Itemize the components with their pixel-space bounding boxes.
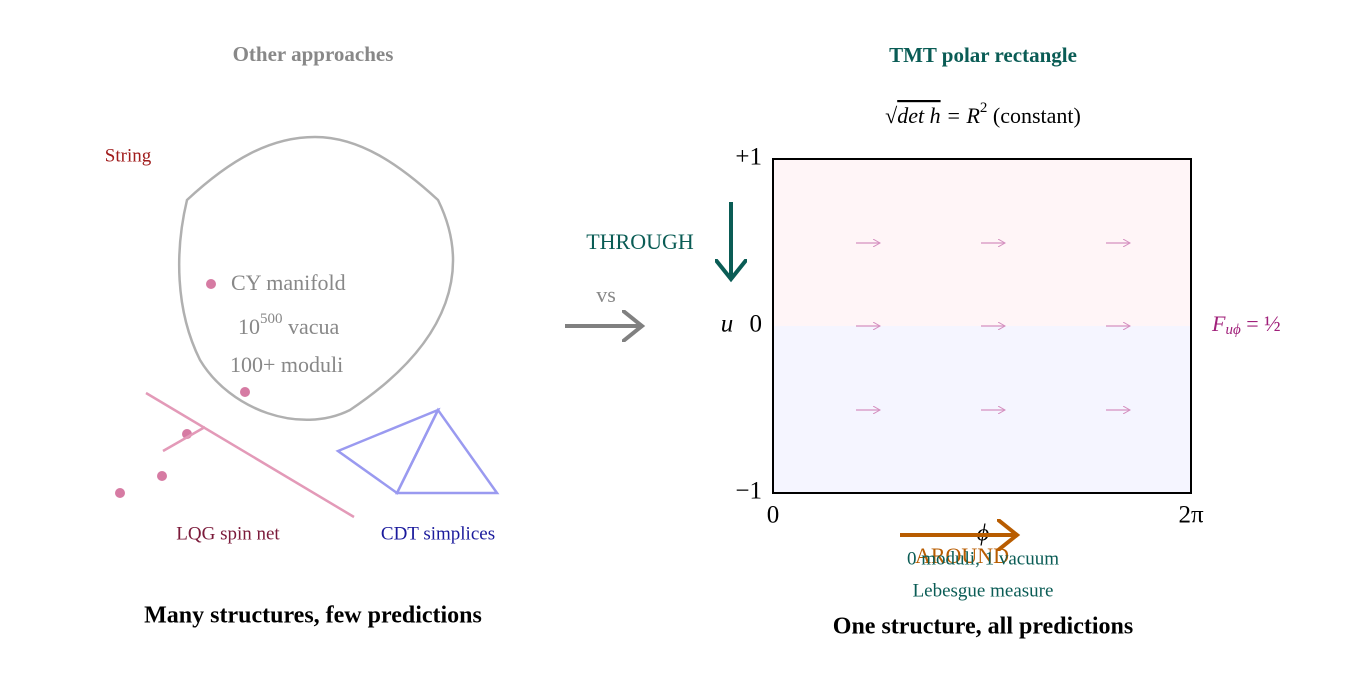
left-caption: Many structures, few predictions (144, 603, 482, 629)
cy-label: CY manifold (231, 270, 346, 295)
note: Lebesgue measure (913, 580, 1054, 601)
spin-link (145, 391, 355, 519)
y-tick-label: +1 (735, 144, 762, 171)
dot (157, 471, 167, 481)
field-arrows (856, 243, 1130, 410)
y-tick-label: −1 (735, 478, 762, 505)
vs-label: vs (596, 282, 616, 307)
formula-root: √ (885, 103, 898, 128)
around-label: AROUND (915, 543, 1009, 568)
vacua-exp: 500 (260, 311, 283, 327)
formula-det: det h (897, 103, 940, 128)
simplex (335, 407, 441, 495)
through-label: THROUGH (586, 229, 694, 254)
string-blob (177, 135, 455, 422)
dot (206, 279, 216, 289)
rectangle-frame (772, 158, 1192, 494)
field-eq: = ½ (1241, 311, 1281, 336)
moduli-label: 100+ moduli (230, 352, 343, 377)
formula-note: (constant) (987, 103, 1080, 128)
lqg-label: LQG spin net (176, 523, 280, 544)
y-axis-label: u (721, 311, 734, 338)
note: 0 moduli, 1 vacuum (907, 548, 1059, 569)
vacua-rest: vacua (283, 314, 340, 339)
formula-exp: 2 (980, 100, 988, 116)
field-symbol: F (1211, 311, 1226, 336)
formula: √det h = R2 (constant) (885, 100, 1081, 128)
string-label: String (105, 145, 152, 166)
field-sub: uϕ (1225, 322, 1241, 338)
vacua-base: 10 (238, 314, 260, 339)
field-label: Fuϕ = ½ (1211, 311, 1281, 338)
cdt-label: CDT simplices (381, 523, 495, 544)
x-tick-label: 2π (1178, 502, 1204, 529)
right-title: TMT polar rectangle (889, 43, 1077, 67)
right-caption: One structure, all predictions (833, 614, 1133, 640)
y-tick-label: 0 (750, 311, 763, 338)
dot (240, 387, 250, 397)
spin-link (162, 425, 206, 453)
formula-eq: = R (941, 103, 981, 128)
simplex (394, 407, 500, 495)
left-title: Other approaches (233, 42, 394, 66)
x-tick-label: 0 (767, 502, 780, 529)
vacua-label: 10500 vacua (238, 311, 340, 339)
dot (115, 488, 125, 498)
